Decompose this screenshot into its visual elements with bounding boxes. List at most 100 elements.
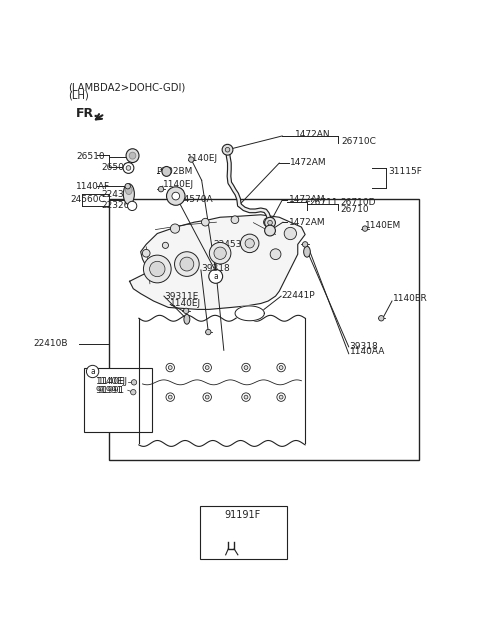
Text: 1140EM: 1140EM: [365, 221, 401, 230]
Circle shape: [244, 395, 248, 399]
Circle shape: [379, 316, 384, 321]
Circle shape: [158, 186, 164, 192]
Circle shape: [209, 269, 223, 284]
Circle shape: [166, 393, 174, 401]
Text: 1140EJ: 1140EJ: [187, 154, 218, 163]
Circle shape: [168, 365, 172, 369]
Text: 1140AF: 1140AF: [76, 182, 110, 191]
Text: 1140AA: 1140AA: [349, 348, 385, 356]
Circle shape: [150, 261, 165, 276]
Circle shape: [175, 252, 199, 276]
Circle shape: [245, 239, 254, 248]
Text: 31115F: 31115F: [388, 167, 422, 176]
Circle shape: [143, 250, 150, 257]
Circle shape: [242, 364, 250, 372]
Text: P302BM: P302BM: [156, 167, 193, 176]
Text: 39318: 39318: [349, 342, 378, 351]
Circle shape: [302, 242, 308, 247]
Circle shape: [214, 247, 226, 259]
Circle shape: [209, 243, 231, 264]
Text: 1140EJ: 1140EJ: [97, 377, 127, 386]
Circle shape: [183, 308, 189, 314]
Circle shape: [128, 202, 137, 211]
Circle shape: [268, 220, 272, 225]
Circle shape: [264, 217, 276, 228]
Text: 1472AN: 1472AN: [295, 131, 330, 140]
Text: 26710: 26710: [340, 205, 369, 214]
Text: 1472AM: 1472AM: [288, 195, 325, 204]
Bar: [84, 367, 153, 431]
Text: 91991: 91991: [95, 386, 122, 395]
Text: 1140EJ: 1140EJ: [95, 377, 125, 386]
Circle shape: [180, 257, 194, 271]
Circle shape: [205, 395, 209, 399]
Circle shape: [86, 365, 99, 378]
Circle shape: [225, 147, 230, 152]
Circle shape: [222, 145, 233, 155]
Text: 1472AM: 1472AM: [288, 218, 325, 227]
Text: 22453A: 22453A: [214, 240, 248, 249]
Text: 1472AM: 1472AM: [289, 158, 326, 167]
Ellipse shape: [125, 186, 132, 195]
Circle shape: [166, 364, 174, 372]
Circle shape: [203, 364, 211, 372]
Ellipse shape: [126, 148, 139, 163]
Text: 39318: 39318: [201, 264, 229, 273]
Circle shape: [131, 390, 136, 395]
Ellipse shape: [304, 246, 310, 257]
Ellipse shape: [184, 314, 190, 324]
Circle shape: [362, 226, 368, 231]
Circle shape: [277, 364, 285, 372]
Circle shape: [125, 184, 131, 189]
Circle shape: [284, 227, 297, 239]
Circle shape: [270, 249, 281, 260]
Text: a: a: [90, 367, 95, 376]
Circle shape: [132, 380, 137, 385]
Circle shape: [167, 187, 185, 205]
Circle shape: [203, 393, 211, 401]
Text: 22430: 22430: [101, 189, 130, 198]
Circle shape: [242, 393, 250, 401]
Text: 22326: 22326: [101, 202, 130, 211]
Text: 1140EJ: 1140EJ: [170, 299, 201, 308]
Circle shape: [264, 218, 273, 227]
Text: (LH): (LH): [68, 90, 89, 100]
Circle shape: [172, 192, 180, 200]
Circle shape: [264, 225, 276, 236]
Text: 22441P: 22441P: [281, 291, 315, 300]
Text: 24570A: 24570A: [179, 195, 213, 204]
Text: 26502: 26502: [101, 163, 130, 172]
Text: (LAMBDA2>DOHC-GDI): (LAMBDA2>DOHC-GDI): [68, 83, 185, 93]
Circle shape: [126, 166, 131, 170]
Circle shape: [202, 218, 209, 226]
Text: 26510: 26510: [76, 152, 105, 161]
Circle shape: [170, 224, 180, 233]
Circle shape: [123, 163, 134, 173]
Text: 22410B: 22410B: [33, 339, 68, 348]
Text: 24560C: 24560C: [71, 195, 105, 205]
Text: a: a: [213, 272, 218, 281]
Ellipse shape: [129, 152, 136, 159]
Circle shape: [279, 365, 283, 369]
Circle shape: [205, 365, 209, 369]
Circle shape: [168, 395, 172, 399]
Text: 1140EJ: 1140EJ: [163, 180, 194, 189]
Circle shape: [231, 216, 239, 223]
Polygon shape: [235, 306, 264, 321]
Text: 91991: 91991: [97, 386, 124, 395]
Ellipse shape: [123, 184, 134, 204]
Text: FR.: FR.: [76, 108, 99, 120]
Circle shape: [162, 243, 168, 248]
Circle shape: [189, 157, 194, 163]
Text: 39311E: 39311E: [164, 292, 198, 301]
Circle shape: [279, 395, 283, 399]
Text: 26710D: 26710D: [340, 198, 376, 207]
Circle shape: [205, 330, 211, 335]
Ellipse shape: [162, 166, 171, 177]
Circle shape: [277, 393, 285, 401]
Bar: [108, 199, 419, 460]
Circle shape: [144, 255, 171, 283]
Circle shape: [240, 234, 259, 253]
Text: 26710C: 26710C: [341, 138, 376, 147]
Polygon shape: [130, 215, 305, 309]
